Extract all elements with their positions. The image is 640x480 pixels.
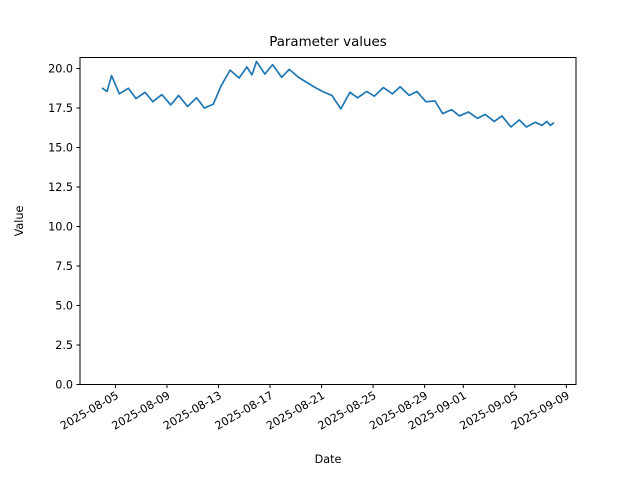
y-tick-label: 2.5 (55, 339, 73, 352)
y-tick-label: 7.5 (55, 260, 73, 273)
x-tick-label: 2025-09-09 (509, 389, 572, 433)
series-line (101, 60, 555, 128)
y-tick-label: 12.5 (48, 181, 73, 194)
chart-title: Parameter values (269, 35, 386, 50)
plot-layer (79, 57, 577, 385)
y-tick-label: 10.0 (48, 221, 73, 234)
y-axis-label: Value (13, 206, 26, 237)
plot-border (79, 57, 577, 385)
x-axis-label: Date (315, 453, 342, 466)
y-tick-label: 15.0 (48, 142, 73, 155)
y-tick-label: 17.5 (48, 102, 73, 115)
y-tick-label: 5.0 (55, 300, 73, 313)
y-tick-label: 0.0 (55, 379, 73, 392)
y-tick-label: 20.0 (48, 63, 73, 76)
ticks-layer: 0.02.55.07.510.012.515.017.520.02025-08-… (48, 63, 572, 433)
